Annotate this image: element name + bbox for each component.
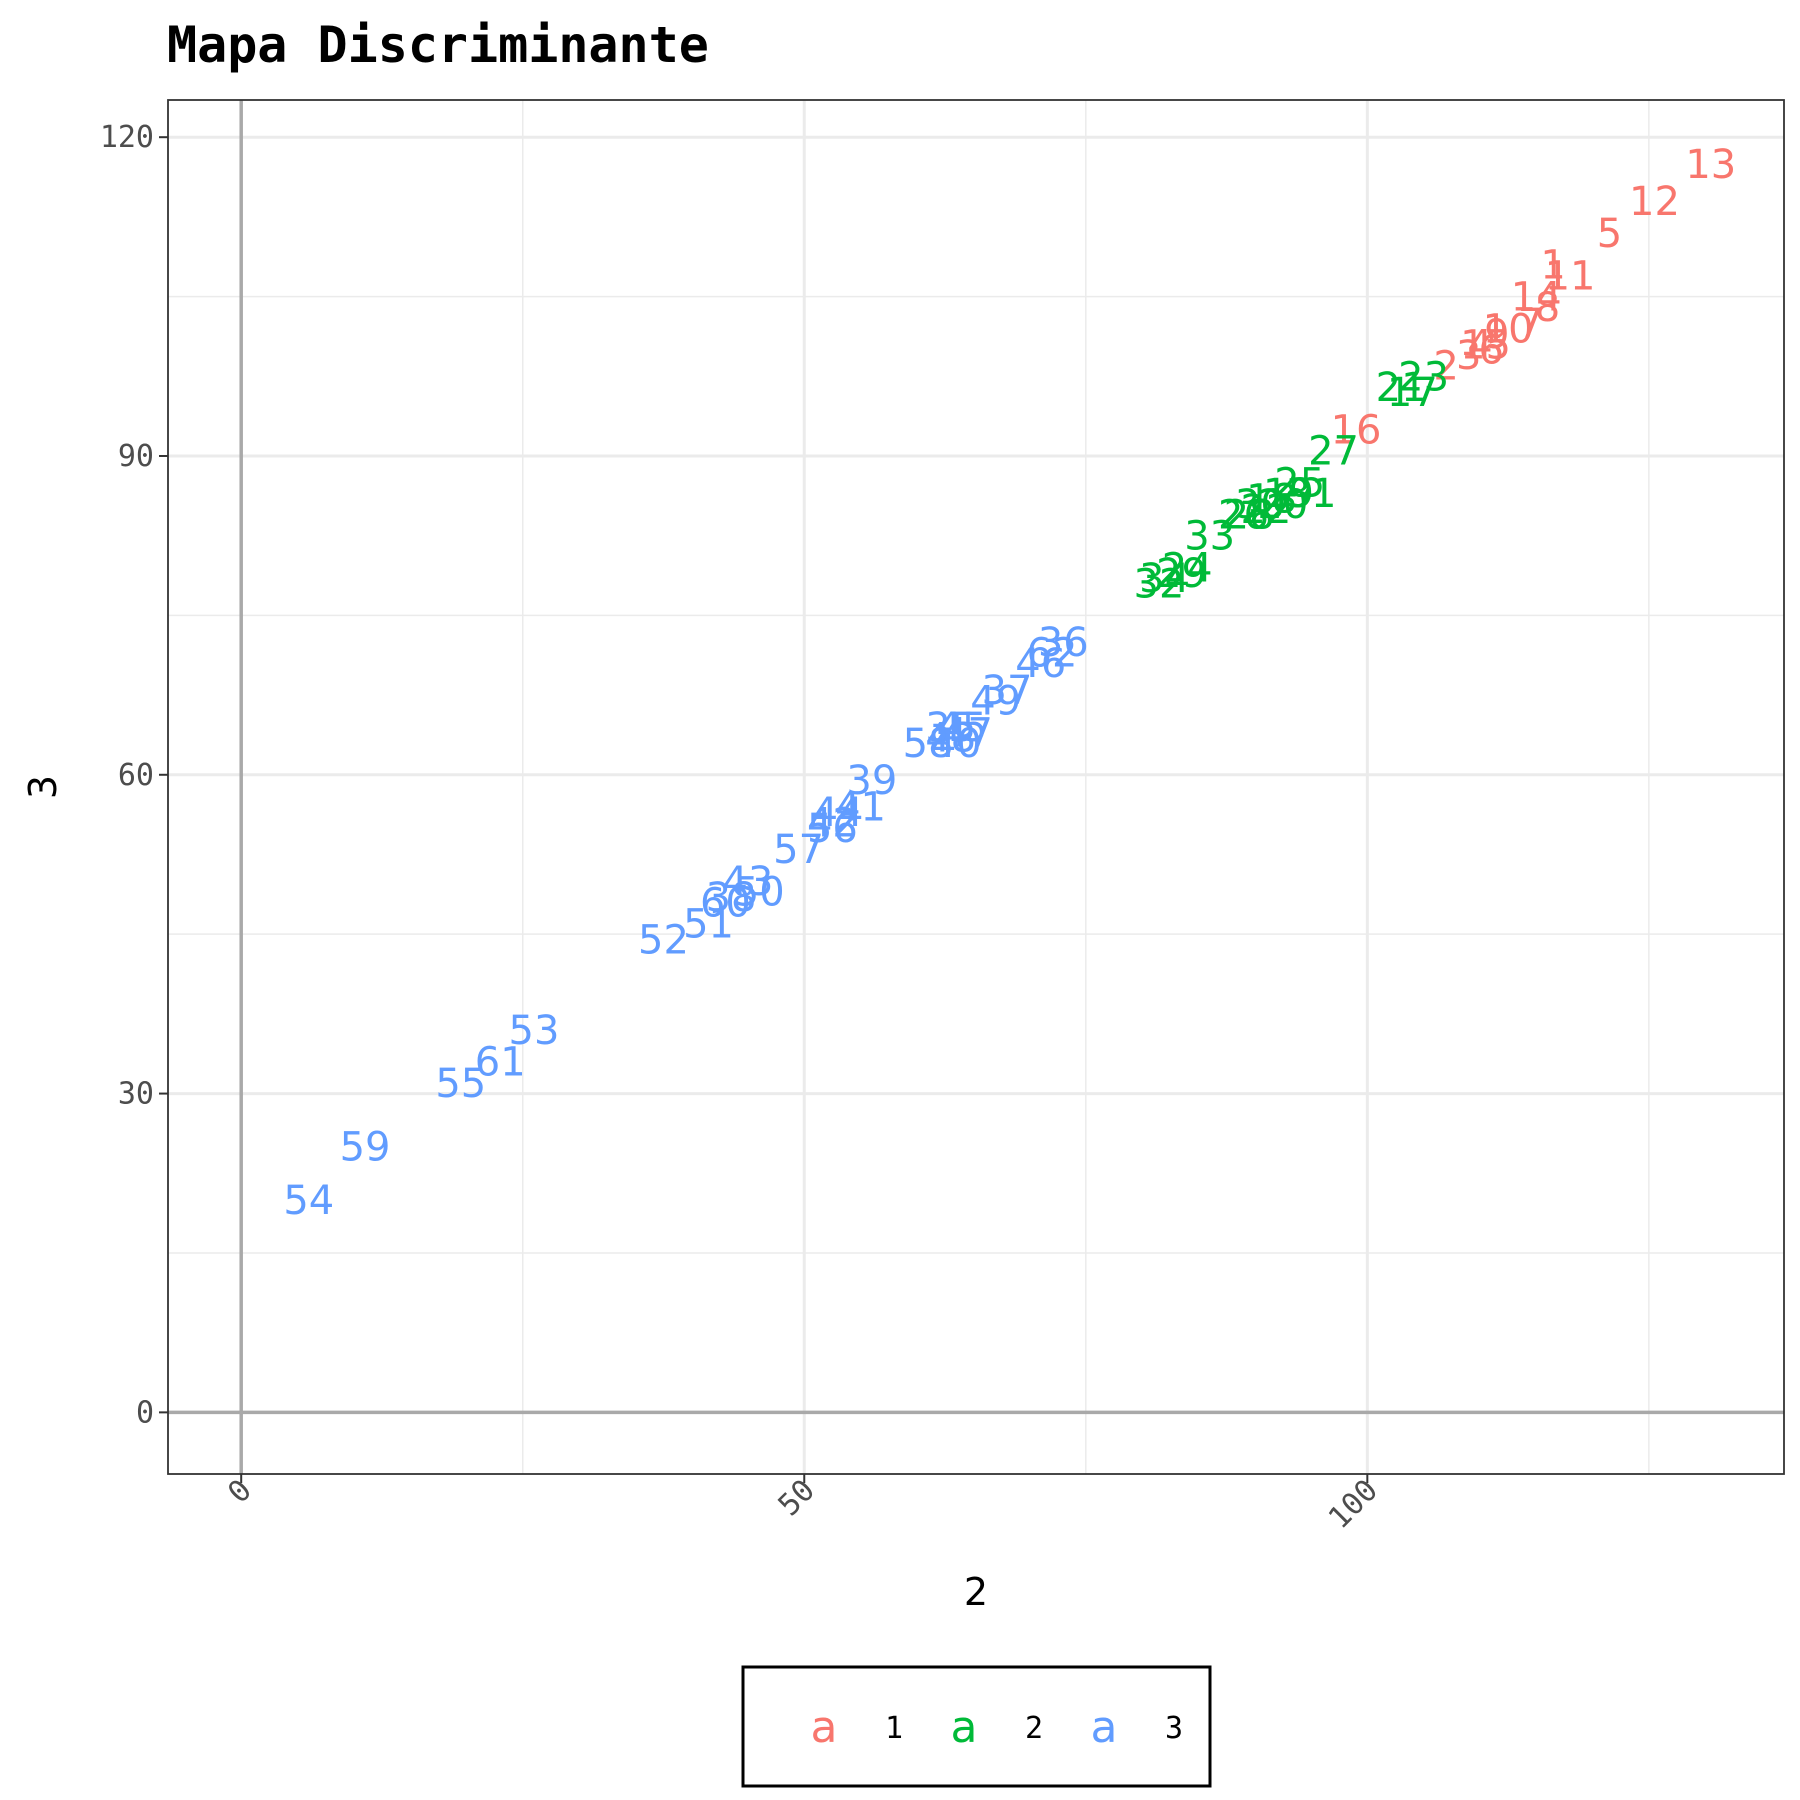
grid-minor: [168, 100, 1784, 1474]
point-label: 43: [723, 859, 774, 905]
legend: a 1 a 2 a 3: [741, 1665, 1212, 1788]
y-tick-label: 120: [100, 120, 154, 155]
point-label: 53: [509, 1008, 560, 1054]
point-label: 61: [475, 1040, 526, 1086]
point-label: 34: [1139, 556, 1190, 602]
point-label: 6: [1478, 328, 1503, 374]
panel-background: [168, 100, 1784, 1474]
legend-label: 2: [1025, 1711, 1043, 1746]
point-label: 56: [807, 806, 858, 852]
legend-key: a: [1091, 1702, 1118, 1753]
point-label: 14: [1511, 275, 1562, 321]
point-label: 29: [1156, 551, 1207, 597]
legend-label: 3: [1165, 1711, 1183, 1746]
point-label: 48: [925, 716, 976, 762]
panel-border: [167, 99, 1785, 1475]
point-label: 38: [706, 875, 757, 921]
point-label: 57: [773, 827, 824, 873]
point-label: 17: [1387, 370, 1438, 416]
point-label: 25: [1274, 461, 1325, 507]
x-tick-label: 0: [221, 1473, 259, 1511]
point-label: 50: [734, 870, 785, 916]
point-label: 26: [1218, 492, 1269, 538]
point-label: 10: [1483, 306, 1534, 352]
point-label: 58: [903, 721, 954, 767]
point-label: 44: [813, 790, 864, 836]
point-label: 12: [1629, 179, 1680, 225]
legend-box: [741, 1665, 1212, 1788]
point-label: 59: [340, 1125, 391, 1171]
point-label: 1: [1540, 243, 1565, 289]
point-label: 4: [1467, 322, 1492, 368]
point-label: 24: [1162, 546, 1213, 592]
y-tick-label: 0: [136, 1395, 154, 1430]
x-axis-title: 2: [964, 1570, 988, 1614]
point-label: 22: [1241, 487, 1292, 533]
point-label: 55: [435, 1061, 486, 1107]
chart-title: Mapa Discriminante: [167, 16, 709, 74]
y-tick-label: 30: [118, 1077, 154, 1112]
point-label: 11: [1545, 253, 1596, 299]
point-label: 36: [1038, 620, 1089, 666]
point-label: 19: [1263, 471, 1314, 517]
x-axis: 0 50 100: [221, 1473, 1385, 1536]
point-label: 32: [1134, 562, 1185, 608]
point-label: 60: [700, 880, 751, 926]
point-label: 33: [1184, 514, 1235, 560]
x-tick-label: 50: [772, 1473, 822, 1523]
point-label: 16: [1331, 407, 1382, 453]
point-label: 21: [1376, 365, 1427, 411]
point-label: 41: [835, 785, 886, 831]
point-label: 2: [1433, 344, 1458, 390]
point-label: 23: [1398, 354, 1449, 400]
point-label: 31: [1286, 471, 1337, 517]
legend-key: a: [811, 1702, 838, 1753]
point-label: 47: [942, 710, 993, 756]
x-tick-label: 100: [1322, 1473, 1385, 1536]
point-label: 20: [1257, 482, 1308, 528]
point-label: 62: [1027, 631, 1078, 677]
point-label: 7: [1518, 301, 1543, 347]
point-label: 9: [1484, 312, 1509, 358]
point-label: 42: [807, 801, 858, 847]
point-label: 30: [1235, 482, 1286, 528]
point-label: 51: [683, 902, 734, 948]
point-label: 39: [846, 758, 897, 804]
legend-key: a: [951, 1702, 978, 1753]
point-label: 45: [936, 705, 987, 751]
point-label: 52: [638, 917, 689, 963]
point-label: 3: [1456, 333, 1481, 379]
point-label: 28: [1224, 492, 1275, 538]
reference-lines: [168, 100, 1784, 1474]
point-labels: 1312511114871094615321623172127253119202…: [283, 142, 1736, 1224]
point-label: 49: [970, 678, 1021, 724]
y-axis: 0 30 60 90 120: [100, 120, 168, 1430]
point-label: 40: [931, 721, 982, 767]
y-tick-label: 60: [118, 758, 154, 793]
legend-label: 1: [885, 1711, 903, 1746]
point-label: 15: [1460, 322, 1511, 368]
point-label: 37: [982, 668, 1033, 714]
point-label: 54: [283, 1178, 334, 1224]
point-label: 18: [1246, 476, 1297, 522]
point-label: 5: [1597, 211, 1622, 257]
point-label: 35: [925, 705, 976, 751]
y-tick-label: 90: [118, 439, 154, 474]
y-axis-title: 3: [21, 775, 65, 799]
plot-panel: 1312511114871094615321623172127253119202…: [167, 99, 1785, 1475]
legend-items: a 1 a 2 a 3: [811, 1702, 1184, 1753]
point-label: 13: [1685, 142, 1736, 188]
point-label: 27: [1308, 429, 1359, 475]
point-label: 46: [1015, 641, 1066, 687]
point-label: 8: [1535, 285, 1560, 331]
